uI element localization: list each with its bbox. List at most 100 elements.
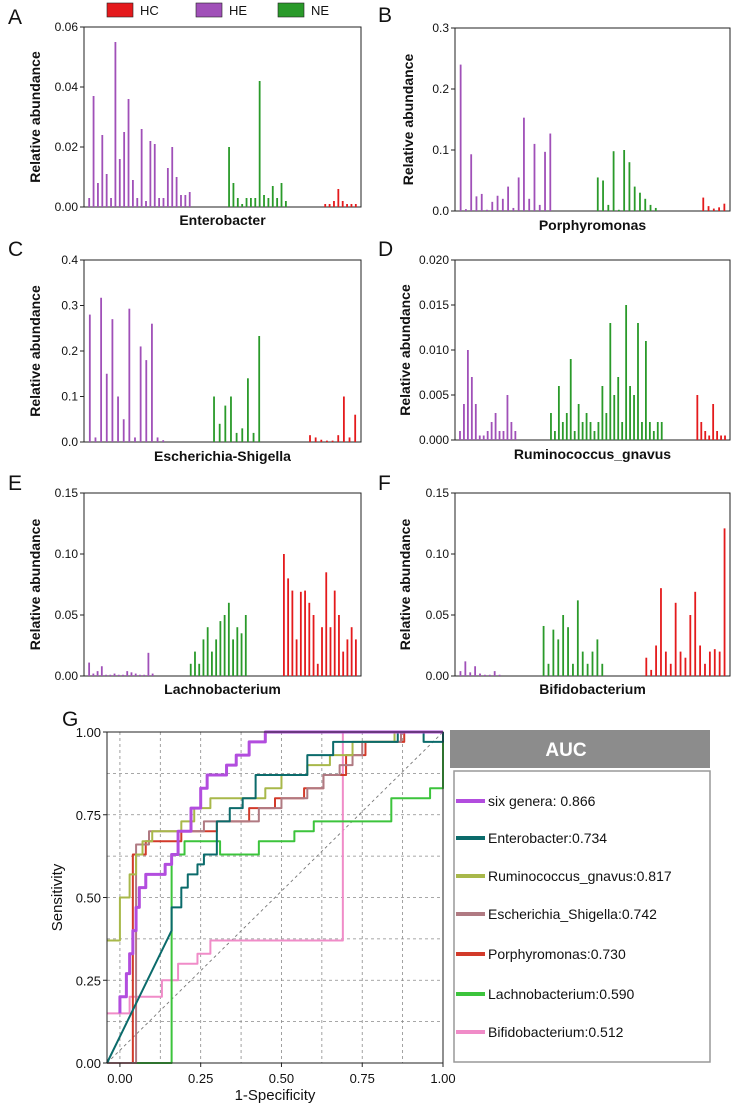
bar-ne [230, 396, 232, 442]
bar-ne [245, 198, 248, 207]
bar-he [126, 671, 129, 676]
legend-swatch-he [195, 2, 223, 18]
bar-ne [621, 422, 624, 440]
bar-he [88, 314, 91, 442]
bar-he [134, 673, 137, 676]
bar-he [523, 117, 525, 211]
bar-ne [254, 198, 257, 207]
bar-hc [723, 528, 726, 676]
bar-hc [328, 204, 331, 207]
bar-he [528, 198, 531, 211]
bar-hc [694, 591, 697, 676]
bar-he [491, 201, 494, 211]
bar-ne [617, 209, 620, 211]
bar-hc [702, 197, 705, 211]
roc-curve [118, 730, 443, 1014]
bar-hc [660, 588, 662, 676]
bar-ne [554, 431, 556, 440]
bar-hc [314, 437, 317, 442]
bar-ne [557, 639, 560, 676]
y-tick-label: 0.00 [55, 669, 79, 683]
y-axis-label: Relative abundance [397, 284, 413, 416]
bar-hc [645, 657, 648, 676]
bar-he [97, 183, 99, 207]
bar-ne [644, 198, 647, 211]
bar-ne [198, 663, 201, 676]
bar-ne [202, 639, 205, 676]
bar-he [136, 198, 139, 207]
x-tick-label: 0.25 [188, 1071, 213, 1086]
bar-ne [211, 651, 213, 676]
bar-hc [712, 208, 715, 211]
bar-ne [223, 615, 226, 676]
bar-hc [283, 554, 285, 676]
bar-hc [291, 590, 294, 676]
bar-he [475, 196, 478, 211]
y-tick-label: 0.3 [61, 299, 78, 313]
bar-he [479, 673, 481, 676]
y-tick-label: 0.02 [55, 140, 79, 154]
bar-he [459, 431, 461, 440]
y-tick-label: 0.2 [432, 82, 449, 96]
bar-ne [656, 422, 659, 440]
plot-frame [83, 492, 362, 677]
y-axis-label: Sensitivity [49, 863, 66, 931]
bar-hc [699, 645, 701, 676]
roc-curve [107, 731, 443, 1064]
x-axis-label: Ruminococcus_gnavus [514, 446, 671, 462]
bar-hc [346, 639, 349, 676]
bar-ne [597, 422, 600, 440]
bar-he [484, 674, 486, 676]
bar-he [105, 674, 107, 676]
y-axis-label: Relative abundance [27, 285, 43, 417]
y-tick-label: 0.000 [419, 433, 449, 447]
group-legend: HC HE NE [106, 2, 329, 18]
x-axis-label: Enterobacter [179, 212, 266, 228]
legend-label-hc: HC [140, 3, 159, 18]
bar-he [474, 666, 477, 676]
plot-frame [454, 492, 731, 677]
bar-he [117, 396, 119, 442]
bar-hc [329, 627, 332, 676]
bar-he [100, 666, 103, 676]
bar-he [459, 64, 462, 211]
bar-ne [602, 180, 604, 211]
bar-ne [572, 663, 574, 676]
bar-ne [591, 651, 594, 676]
bar-he [145, 201, 147, 207]
bar-he [464, 661, 467, 676]
bar-hc [689, 615, 692, 676]
bar-he [480, 193, 483, 211]
bar-he [105, 174, 108, 207]
y-tick-label: 0.005 [419, 388, 449, 402]
bar-he [109, 674, 112, 676]
bar-he [130, 672, 133, 676]
bar-he [465, 209, 467, 211]
bar-he [123, 132, 126, 207]
bar-he [459, 671, 462, 676]
bar-ne [652, 431, 655, 440]
bar-ne [573, 431, 576, 440]
bar-he [490, 422, 493, 440]
bar-hc [718, 207, 720, 211]
bar-ne [236, 198, 239, 207]
bar-ne [561, 422, 564, 440]
bar-hc [708, 435, 711, 440]
bar-ne [625, 305, 628, 440]
bar-hc [348, 437, 351, 442]
bar-he [101, 135, 104, 207]
bar-hc [723, 203, 726, 211]
roc-panel: 0.00 0.25 0.50 0.75 1.00 0.00 0.25 0.50 0.75 1.00… [49, 725, 456, 1104]
bar-he [549, 133, 552, 211]
bar-he [114, 42, 117, 207]
bar-hc [669, 663, 672, 676]
y-tick-label: 0.10 [55, 547, 79, 561]
bar-he [143, 674, 146, 676]
bar-hc [324, 204, 327, 207]
bar-ne [235, 432, 238, 442]
bar-he [151, 673, 154, 676]
bar-he [117, 674, 120, 676]
y-axis-label: Relative abundance [27, 519, 43, 651]
y-tick-label: 0.3 [432, 21, 449, 35]
bar-hc [704, 431, 707, 440]
